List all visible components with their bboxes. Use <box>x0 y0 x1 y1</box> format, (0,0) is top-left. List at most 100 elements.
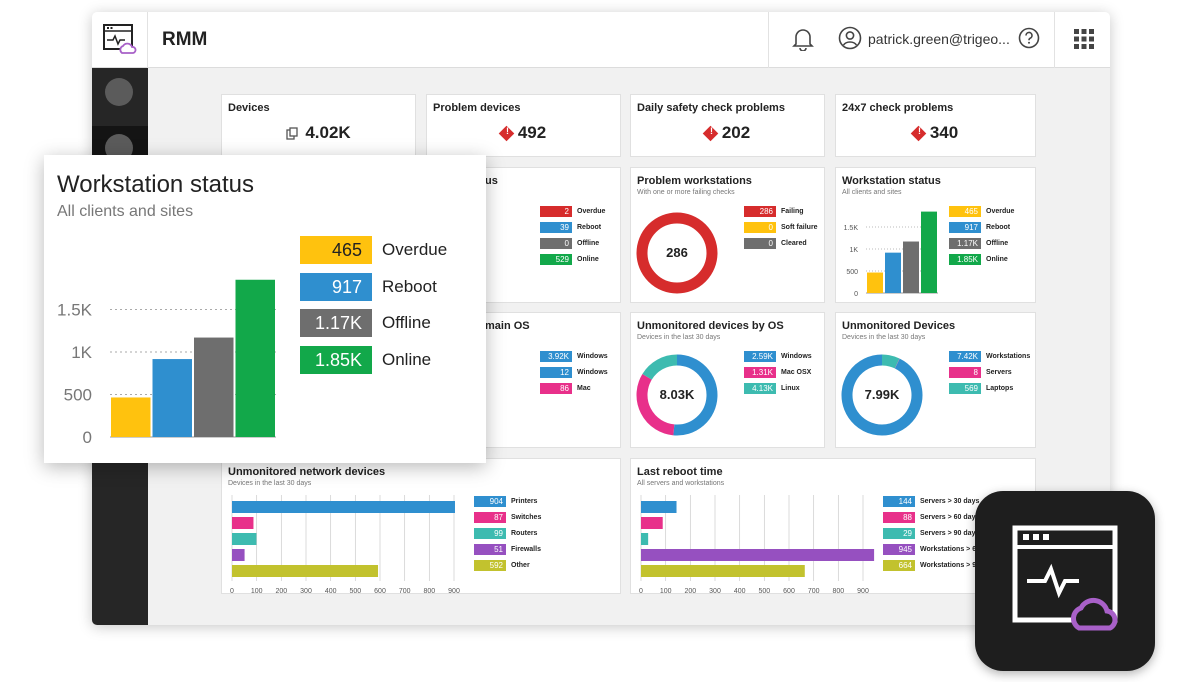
user-circle-icon[interactable] <box>838 26 862 55</box>
rmm-app-icon <box>975 491 1155 671</box>
legend-label: Cleared <box>781 239 807 247</box>
legend-item[interactable]: 29 Servers > 90 days <box>883 525 979 541</box>
legend-item[interactable]: 87 Switches <box>474 509 541 525</box>
legend-item[interactable]: 592 Other <box>474 557 541 573</box>
donut-center-value: 7.99K <box>865 387 900 402</box>
legend-item[interactable]: 1.85K Online <box>300 345 431 374</box>
legend-label: Overdue <box>986 207 1015 215</box>
legend-value: 0 <box>744 237 776 249</box>
legend-item[interactable]: 286 Failing <box>744 203 818 219</box>
kpi-problem-devices[interactable]: Problem devices 492 <box>426 94 621 157</box>
bar <box>903 241 919 293</box>
apps-grid-icon[interactable] <box>1074 29 1094 54</box>
kpi-24x7[interactable]: 24x7 check problems 340 <box>835 94 1036 157</box>
axis-tick-label: 200 <box>684 588 696 595</box>
warning-icon <box>910 125 927 141</box>
workstation-status-popout[interactable]: Workstation status All clients and sites… <box>44 155 486 463</box>
legend-item[interactable]: 2 Overdue <box>540 203 605 219</box>
bar <box>194 337 234 437</box>
donut-center-value: 8.03K <box>660 387 695 402</box>
bar <box>232 549 245 561</box>
help-icon[interactable] <box>1018 27 1040 54</box>
axis-tick-label: 600 <box>783 588 795 595</box>
last-reboot-card[interactable]: Last reboot time All servers and worksta… <box>630 458 1036 595</box>
legend-item[interactable]: 3.92K Windows <box>540 348 608 364</box>
rmm-logo-icon[interactable] <box>92 12 148 68</box>
bar <box>235 279 275 437</box>
bell-icon[interactable] <box>792 27 814 56</box>
legend-label: Offline <box>577 239 600 247</box>
kpi-label: Devices <box>228 102 270 114</box>
legend-item[interactable]: 569 Laptops <box>949 380 1030 396</box>
bar <box>232 565 379 577</box>
legend-item[interactable]: 917 Reboot <box>300 272 437 301</box>
axis-tick-label: 500 <box>758 588 770 595</box>
legend-item[interactable]: 465 Overdue <box>300 236 447 264</box>
legend-item[interactable]: 664 Workstations > 9 <box>883 557 979 573</box>
legend-label: Workstations <box>986 352 1031 360</box>
unmonitored-network-card[interactable]: Unmonitored network devices Devices in t… <box>221 458 621 595</box>
legend-label: Overdue <box>382 240 448 259</box>
axis-tick-label: 1K <box>71 343 92 362</box>
legend-item[interactable]: 39 Reboot <box>540 219 605 235</box>
unmonitored-os-card[interactable]: Unmonitored devices by OS Devices in the… <box>630 312 825 448</box>
legend-label: Workstations > 9 <box>920 561 977 569</box>
legend-item[interactable]: 465 Overdue <box>949 203 1014 219</box>
donut-center-value: 286 <box>666 245 688 260</box>
legend-label: Online <box>986 255 1008 263</box>
legend-item[interactable]: 1.85K Online <box>949 251 1014 267</box>
card-title: Last reboot time <box>637 466 723 478</box>
legend-item[interactable]: 99 Routers <box>474 525 541 541</box>
chart-legend: 465 Overdue 917 Reboot 1.17K Offline 1.85K Onli… <box>949 203 1014 267</box>
axis-tick-label: 1.5K <box>57 301 93 320</box>
card-title: Unmonitored network devices <box>228 466 386 478</box>
legend-label: Online <box>577 255 599 263</box>
kpi-devices[interactable]: Devices 4.02K <box>221 94 416 157</box>
legend-value: 286 <box>744 205 776 217</box>
kpi-daily-safety[interactable]: Daily safety check problems 202 <box>630 94 825 157</box>
legend-item[interactable]: 86 Mac <box>540 380 608 396</box>
legend-item[interactable]: 904 Printers <box>474 493 541 509</box>
legend-item[interactable]: 8 Servers <box>949 364 1030 380</box>
legend-item[interactable]: 945 Workstations > 6 <box>883 541 979 557</box>
axis-tick-label: 300 <box>709 588 721 595</box>
bar <box>921 211 937 293</box>
legend-item[interactable]: 0 Offline <box>540 235 605 251</box>
problem-workstations-card[interactable]: Problem workstations With one or more fa… <box>630 167 825 303</box>
card-subtitle: Devices in the last 30 days <box>228 480 312 487</box>
legend-label: Offline <box>382 313 431 332</box>
legend-value: 2 <box>540 205 572 217</box>
legend-item[interactable]: 51 Firewalls <box>474 541 541 557</box>
legend-item[interactable]: 144 Servers > 30 days <box>883 493 979 509</box>
legend-item[interactable]: 88 Servers > 60 days <box>883 509 979 525</box>
unmonitored-devices-donut: 7.99K <box>841 354 923 436</box>
unmonitored-devices-card[interactable]: Unmonitored Devices Devices in the last … <box>835 312 1036 448</box>
legend-item[interactable]: 1.17K Offline <box>300 309 431 337</box>
sidebar-item-icon[interactable] <box>105 78 133 106</box>
axis-tick-label: 600 <box>374 588 386 595</box>
legend-item[interactable]: 2.59K Windows <box>744 348 812 364</box>
legend-label: Reboot <box>986 223 1011 231</box>
donut-slice <box>642 354 678 380</box>
legend-item[interactable]: 529 Online <box>540 251 605 267</box>
legend-value: 1.17K <box>949 237 981 249</box>
legend-value: 39 <box>540 221 572 233</box>
legend-label: Mac OSX <box>781 368 812 376</box>
legend-item[interactable]: 0 Cleared <box>744 235 818 251</box>
legend-item[interactable]: 1.17K Offline <box>949 235 1014 251</box>
legend-item[interactable]: 4.13K Linux <box>744 380 812 396</box>
workstation-status-card[interactable]: Workstation status All clients and sites… <box>835 167 1036 303</box>
axis-tick-label: 0 <box>854 291 858 298</box>
chart-legend: 2.59K Windows 1.31K Mac OSX 4.13K Linux <box>744 348 812 396</box>
user-email[interactable]: patrick.green@trigeo... <box>868 31 1010 47</box>
legend-item[interactable]: 1.31K Mac OSX <box>744 364 812 380</box>
axis-tick-label: 1K <box>849 247 858 254</box>
legend-label: Failing <box>781 207 804 215</box>
legend-item[interactable]: 0 Soft failure <box>744 219 818 235</box>
legend-item[interactable]: 917 Reboot <box>949 219 1014 235</box>
legend-item[interactable]: 12 Windows <box>540 364 608 380</box>
legend-value: 945 <box>883 543 915 555</box>
kpi-value-wrap: 492 <box>427 123 620 143</box>
legend-item[interactable]: 7.42K Workstations <box>949 348 1030 364</box>
